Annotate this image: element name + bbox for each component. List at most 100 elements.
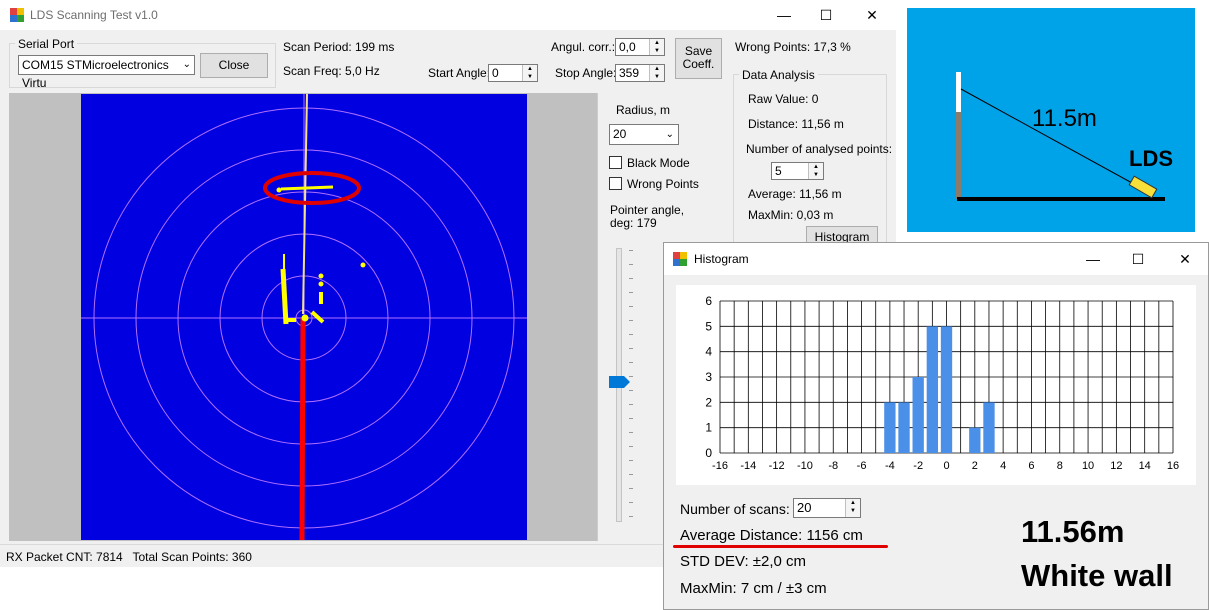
scan-points <box>276 185 366 325</box>
histogram-bar <box>884 402 896 453</box>
x-tick-label: -8 <box>828 460 838 472</box>
chevron-down-icon: ⌄ <box>182 59 191 70</box>
x-tick-label: 16 <box>1167 460 1179 472</box>
scans-label: Number of scans: <box>680 501 790 517</box>
radius-select[interactable]: 20 ⌄ <box>609 124 679 145</box>
diagram-lds-label: LDS <box>1129 146 1173 171</box>
x-tick-label: -2 <box>913 460 923 472</box>
histogram-bar <box>926 326 939 453</box>
lds-sensor <box>1128 175 1158 199</box>
analysed-points-value: 5 <box>775 164 782 178</box>
wrong-points-text: Wrong Points: 17,3 % <box>735 40 851 54</box>
x-tick-label: 12 <box>1110 460 1122 472</box>
slider-ticks <box>629 250 633 518</box>
histogram-bar <box>940 326 953 453</box>
histogram-bar <box>912 377 924 453</box>
x-tick-label: 10 <box>1082 460 1094 472</box>
y-tick-label: 3 <box>705 370 712 384</box>
scans-input[interactable]: 20 ▲ ▼ <box>793 498 861 518</box>
start-angle-spinner[interactable]: ▲ ▼ <box>522 65 537 81</box>
histogram-chart: -16 -14 -12 -10 -8 -6 -4 -2 0 2 4 6 8 10 12 14 16 012345… <box>676 285 1196 485</box>
x-tick-labels: -16 -14 -12 -10 -8 -6 -4 -2 0 2 4 6 8 10 12 14 16 <box>712 460 1179 472</box>
x-tick-label: 2 <box>972 460 978 472</box>
y-tick-label: 5 <box>705 319 712 333</box>
start-angle-label: Start Angle: <box>428 66 491 80</box>
x-tick-label: 0 <box>943 460 949 472</box>
save-coeff-label-2: Coeff. <box>682 57 715 71</box>
black-mode-checkbox[interactable] <box>609 156 622 169</box>
y-tick-labels: 0 1 2 3 4 5 6 <box>705 294 712 460</box>
maximize-button[interactable]: ☐ <box>1131 251 1145 267</box>
scan-period-text: Scan Period: 199 ms <box>283 40 395 54</box>
serial-port-group <box>9 43 276 88</box>
chart-bars <box>884 326 995 453</box>
close-window-button[interactable]: ✕ <box>1179 251 1191 267</box>
chevron-down-icon: ⌄ <box>665 129 674 140</box>
highlight-ellipse-overlay <box>263 171 361 205</box>
wrong-points-checkbox[interactable] <box>609 177 622 190</box>
maximize-button[interactable]: ☐ <box>819 7 833 23</box>
main-window-title: LDS Scanning Test v1.0 <box>30 8 158 22</box>
y-tick-label: 0 <box>705 446 712 460</box>
app-icon <box>10 8 24 22</box>
data-analysis-group-label: Data Analysis <box>739 68 818 82</box>
raw-value-text: Raw Value: 0 <box>748 92 819 106</box>
angul-corr-label: Angul. corr.: <box>551 40 616 54</box>
laser-beam <box>299 317 306 540</box>
save-coeff-label-1: Save <box>684 44 713 58</box>
x-tick-label: -10 <box>797 460 813 472</box>
analysed-points-input[interactable]: 5 ▲ ▼ <box>771 162 824 180</box>
y-tick-label: 2 <box>705 395 712 409</box>
stop-angle-value: 359 <box>619 66 640 80</box>
x-tick-label: 6 <box>1028 460 1034 472</box>
angul-corr-spinner[interactable]: ▲ ▼ <box>649 39 664 55</box>
setup-diagram: 11.5m LDS <box>907 8 1195 232</box>
x-tick-label: 4 <box>1000 460 1006 472</box>
histogram-window: Histogram — ☐ ✕ -16 -14 -12 -10 -8 -6 -4 -2 0 2 4 6… <box>663 242 1209 610</box>
minimize-button[interactable]: — <box>1086 251 1100 267</box>
lidar-scan-view <box>81 94 527 540</box>
measure-line <box>960 88 1144 190</box>
scans-spinner[interactable]: ▲ ▼ <box>845 499 860 517</box>
white-wall-marker <box>956 72 961 112</box>
start-angle-input[interactable]: 0 ▲ ▼ <box>488 64 538 82</box>
maxmin-text: MaxMin: 0,03 m <box>748 208 834 222</box>
angul-corr-value: 0,0 <box>619 40 636 54</box>
analysed-points-spinner[interactable]: ▲ ▼ <box>808 163 823 179</box>
annotation-distance: 11.56m <box>1021 514 1125 549</box>
close-window-button[interactable]: ✕ <box>866 7 878 23</box>
y-tick-label: 4 <box>705 345 712 359</box>
serial-port-value: COM15 STMicroelectronics Virtu <box>22 58 169 90</box>
app-icon <box>673 252 687 266</box>
minimize-button[interactable]: — <box>777 7 791 23</box>
serial-port-select[interactable]: COM15 STMicroelectronics Virtu ⌄ <box>18 55 195 90</box>
diagram-drawing <box>956 72 1165 201</box>
histogram-bar <box>898 402 910 453</box>
scan-freq-text: Scan Freq: 5,0 Hz <box>283 64 380 78</box>
stop-angle-input[interactable]: 359 ▲ ▼ <box>615 64 665 82</box>
std-dev-text: STD DEV: ±2,0 cm <box>680 553 807 570</box>
x-tick-label: -16 <box>712 460 728 472</box>
histogram-bar <box>969 427 981 453</box>
distance-text: Distance: 11,56 m <box>748 117 844 131</box>
pointer-angle-label: Pointer angle, deg: 179 <box>610 204 684 230</box>
y-tick-label: 1 <box>705 421 712 435</box>
pointer-angle-slider-thumb[interactable] <box>609 376 631 388</box>
histogram-bar <box>983 402 995 453</box>
serial-port-group-label: Serial Port <box>15 37 78 51</box>
status-text: RX Packet CNT: 7814 Total Scan Points: 3… <box>6 550 252 564</box>
save-coeff-button[interactable]: Save Coeff. <box>675 38 722 79</box>
stop-angle-spinner[interactable]: ▲ ▼ <box>649 65 664 81</box>
histogram-maxmin-text: MaxMin: 7 cm / ±3 cm <box>680 580 827 597</box>
main-titlebar: LDS Scanning Test v1.0 — ☐ ✕ <box>0 0 896 30</box>
pointer-angle-line2: deg: 179 <box>610 216 657 230</box>
angul-corr-input[interactable]: 0,0 ▲ ▼ <box>615 38 665 56</box>
x-tick-label: 14 <box>1139 460 1151 472</box>
average-text: Average: 11,56 m <box>748 187 842 201</box>
average-distance-text: Average Distance: 1156 cm <box>680 527 863 544</box>
wrong-points-label: Wrong Points <box>627 177 699 191</box>
pointer-angle-line1: Pointer angle, <box>610 203 685 217</box>
black-mode-label: Black Mode <box>627 156 690 170</box>
histogram-titlebar: Histogram — ☐ ✕ <box>664 243 1208 275</box>
close-port-button[interactable]: Close <box>200 53 268 78</box>
